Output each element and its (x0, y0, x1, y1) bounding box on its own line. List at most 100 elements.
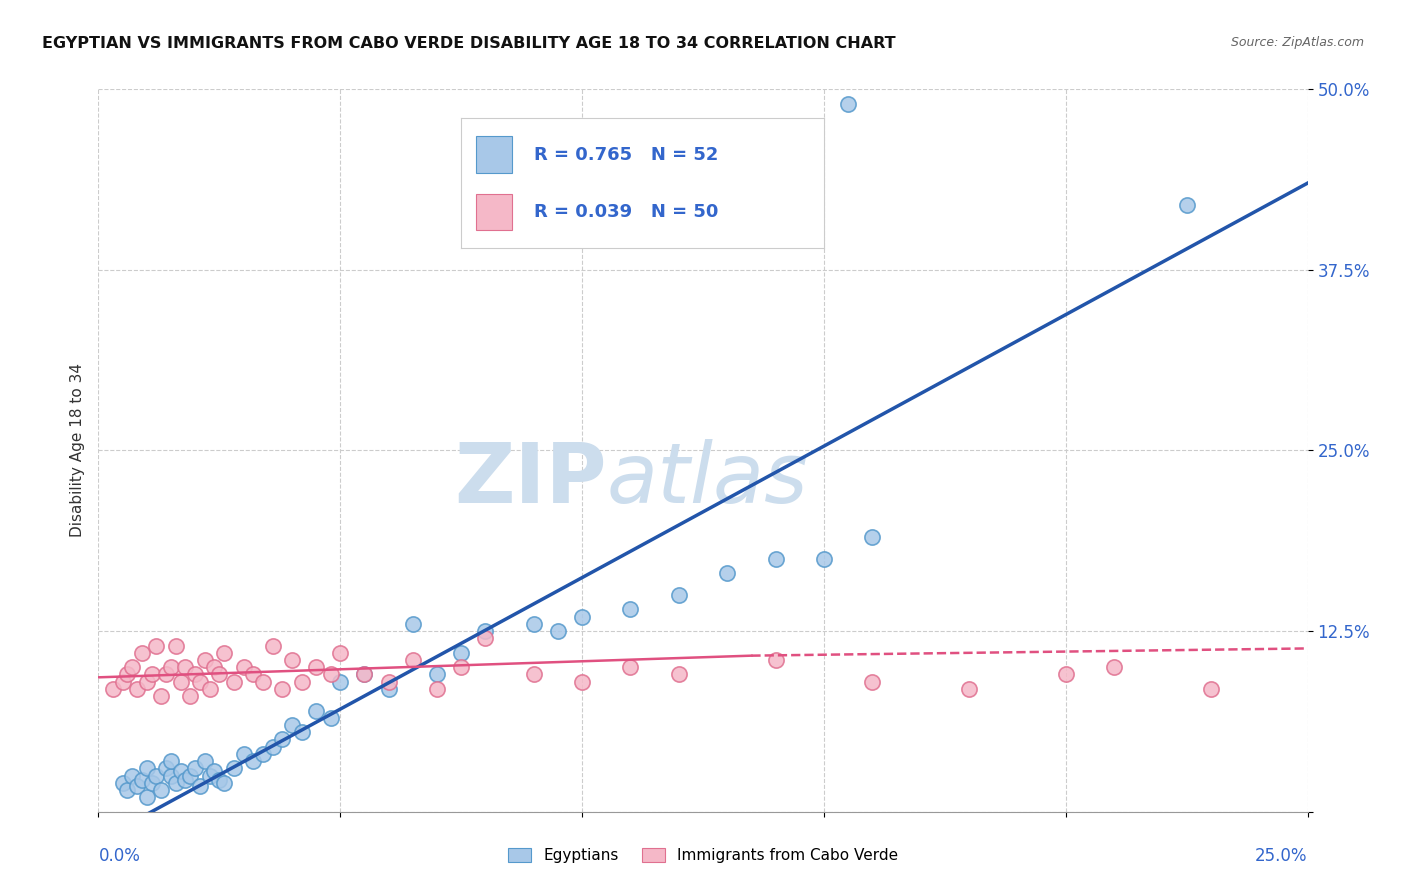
Point (188, 779, 211, 793)
Point (212, 646, 235, 660)
Point (222, 761, 245, 775)
Point (101, 681, 124, 696)
Point (329, 646, 352, 660)
Point (111, 674, 134, 689)
Point (131, 772, 153, 787)
Point (426, 667, 449, 681)
Point (179, 769, 201, 783)
Point (402, 653, 425, 667)
Point (145, 769, 167, 783)
Point (619, 602, 641, 616)
Point (127, 681, 149, 696)
Point (837, 96, 859, 111)
Point (450, 660, 472, 674)
Point (252, 747, 274, 761)
Point (169, 674, 191, 689)
Point (450, 646, 472, 660)
Point (204, 764, 226, 779)
Point (212, 776, 235, 790)
Point (523, 616, 546, 631)
Point (547, 624, 569, 639)
Point (262, 639, 284, 653)
Point (353, 667, 375, 681)
Point (165, 776, 187, 790)
Point (150, 689, 173, 703)
Point (169, 764, 191, 779)
Point (135, 674, 157, 689)
Point (121, 769, 143, 783)
Point (117, 667, 139, 681)
Point (281, 653, 304, 667)
Point (242, 667, 264, 681)
Point (860, 530, 883, 544)
Point (135, 790, 157, 805)
Point (813, 551, 835, 566)
Point (957, 681, 980, 696)
Point (198, 681, 221, 696)
Point (160, 754, 183, 768)
Point (668, 588, 690, 602)
Point (1054, 667, 1077, 681)
Point (281, 718, 304, 732)
Point (668, 667, 690, 681)
Point (319, 667, 342, 681)
Text: 0.0%: 0.0% (98, 847, 141, 865)
Point (204, 660, 226, 674)
Point (127, 779, 149, 793)
Point (174, 772, 197, 787)
Point (155, 667, 177, 681)
Point (523, 667, 546, 681)
Point (271, 732, 294, 747)
Point (571, 674, 593, 689)
Point (765, 551, 787, 566)
Point (179, 689, 201, 703)
Point (319, 711, 342, 725)
Point (150, 783, 173, 797)
Point (305, 660, 328, 674)
Point (155, 761, 177, 775)
Text: ZIP: ZIP (454, 439, 606, 520)
Point (121, 660, 143, 674)
Point (141, 776, 163, 790)
Point (184, 667, 207, 681)
Point (135, 761, 157, 775)
Text: atlas: atlas (606, 439, 808, 520)
Text: 25.0%: 25.0% (1256, 847, 1308, 865)
Point (716, 566, 738, 581)
Point (426, 681, 449, 696)
Point (131, 646, 153, 660)
Point (262, 739, 284, 754)
Point (117, 783, 139, 797)
Point (290, 725, 312, 739)
Point (111, 776, 134, 790)
Point (160, 769, 183, 783)
Point (860, 674, 883, 689)
Point (765, 653, 787, 667)
Point (305, 704, 328, 718)
Point (377, 674, 399, 689)
Point (619, 660, 641, 674)
Point (160, 660, 183, 674)
Point (474, 624, 496, 639)
Point (252, 674, 274, 689)
Point (271, 681, 294, 696)
Point (208, 772, 231, 787)
Point (198, 769, 221, 783)
Point (1175, 198, 1198, 212)
Y-axis label: Disability Age 18 to 34: Disability Age 18 to 34 (69, 363, 84, 538)
Point (194, 754, 217, 768)
Point (402, 616, 425, 631)
Point (242, 754, 264, 768)
Point (145, 639, 167, 653)
Point (184, 761, 207, 775)
Point (188, 674, 211, 689)
Point (165, 639, 187, 653)
Point (174, 660, 197, 674)
Point (1199, 681, 1222, 696)
Point (232, 660, 254, 674)
Point (1102, 660, 1125, 674)
Point (222, 674, 245, 689)
Point (474, 632, 496, 646)
Point (290, 674, 312, 689)
Point (194, 653, 217, 667)
